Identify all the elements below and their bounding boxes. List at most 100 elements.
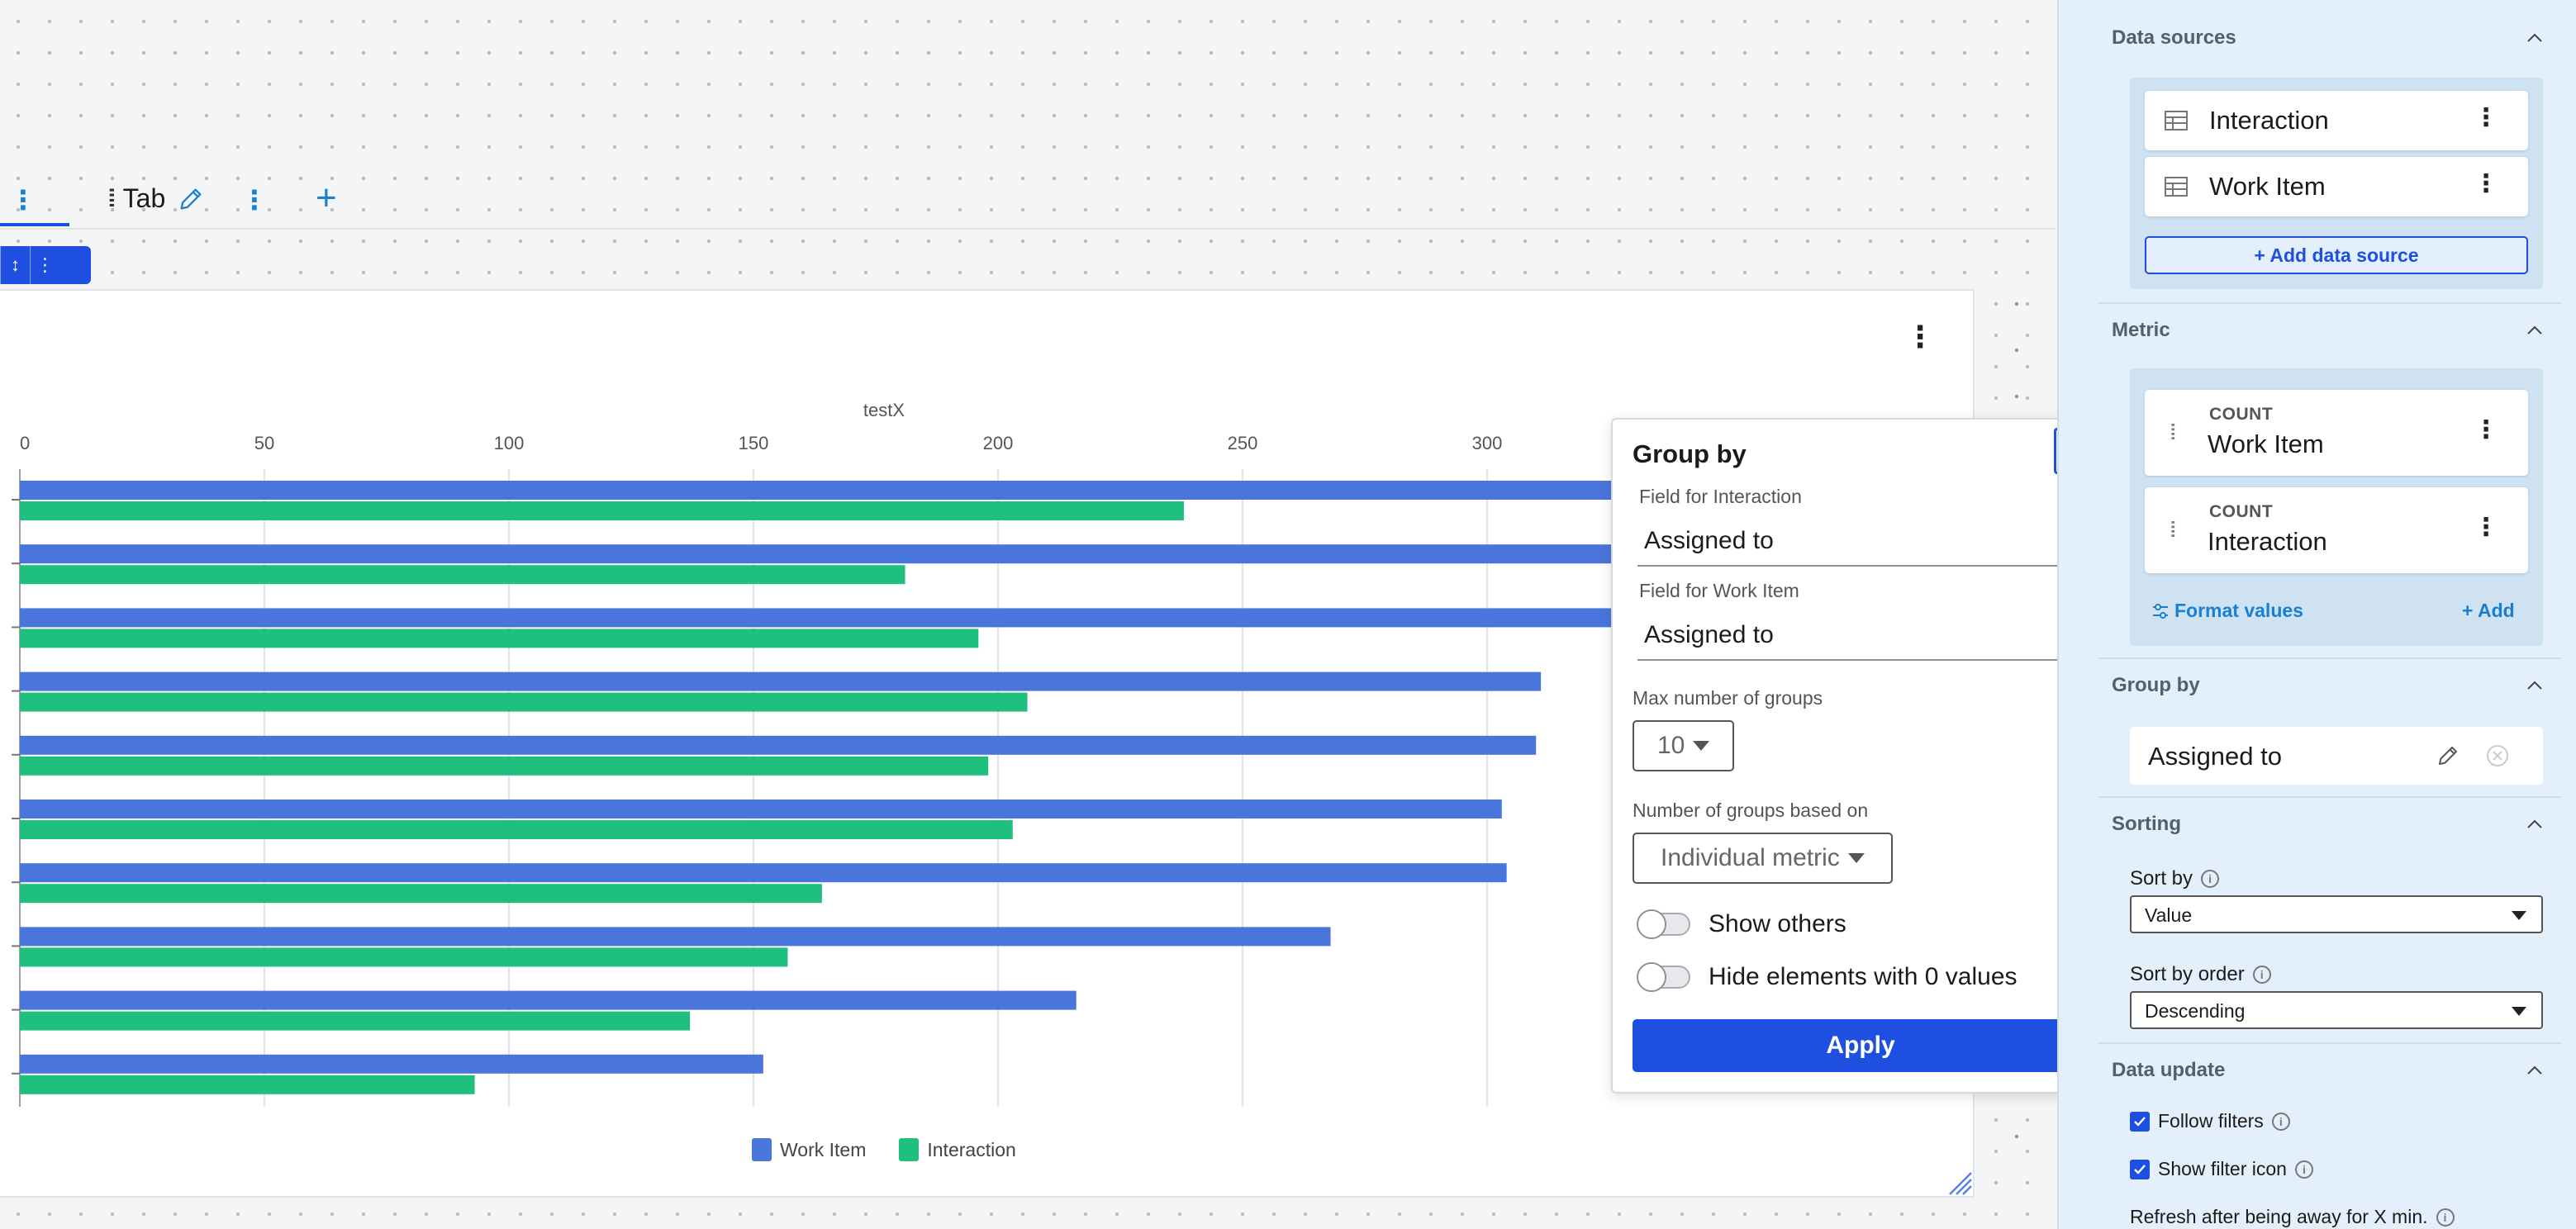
caret-down-icon (1847, 853, 1865, 863)
bar-interaction (20, 820, 1013, 839)
widget-menu-icon[interactable]: ⋮ (30, 246, 59, 284)
data-source-item[interactable]: Work Item ⋮ (2145, 157, 2528, 216)
kebab-icon[interactable]: ⋮ (2474, 104, 2498, 131)
data-update-heading: Data update (2112, 1059, 2226, 1081)
add-tab-icon[interactable]: + (316, 178, 337, 218)
format-values-link[interactable]: Format values (2151, 600, 2303, 622)
bar-work-item (20, 927, 1331, 947)
legend-swatch (899, 1138, 920, 1161)
data-source-item[interactable]: Interaction ⋮ (2145, 91, 2528, 150)
bar-work-item (20, 481, 1619, 500)
bar-interaction (20, 629, 979, 648)
show-filter-icon-row[interactable]: Show filter icon i (2130, 1158, 2313, 1180)
add-metric-link[interactable]: + Add (2462, 600, 2515, 621)
select-value: Assigned to (1644, 527, 1774, 554)
data-source-name: Work Item (2209, 172, 2326, 201)
chevron-up-icon[interactable] (2525, 676, 2545, 695)
bar-interaction (20, 565, 905, 585)
sort-order-select[interactable]: Descending (2130, 991, 2543, 1029)
widget-kebab-icon[interactable]: ⋮ (1905, 320, 1935, 354)
group-by-chip[interactable]: Assigned to (2130, 727, 2543, 785)
bar-work-item (20, 608, 1619, 628)
show-others-toggle[interactable] (1637, 909, 1690, 939)
bar-interaction (20, 692, 1028, 712)
metric-item[interactable]: ⁞⁞ COUNT Interaction ⋮ (2145, 487, 2528, 573)
follow-filters-row[interactable]: Follow filters i (2130, 1110, 2290, 1132)
field-interaction-select[interactable]: Assigned to (1637, 517, 2092, 567)
toggle-label: Show others (1709, 910, 1846, 937)
groups-based-select[interactable]: Individual metric (1633, 833, 1893, 884)
remove-circle-icon[interactable] (2485, 743, 2510, 768)
bar-chart: 0 50 100 150 200 250 300 (12, 433, 1619, 1107)
x-tick-label: 300 (1472, 433, 1503, 453)
drag-handle-icon[interactable]: ⁞⁞ (2170, 517, 2178, 542)
toggle-label: Hide elements with 0 values (1709, 963, 2018, 990)
section-divider (2098, 796, 2561, 798)
kebab-icon[interactable]: ⋮ (2474, 514, 2498, 541)
sort-by-select[interactable]: Value (2130, 895, 2543, 933)
legend-item-interaction[interactable]: Interaction (899, 1138, 1016, 1161)
info-icon[interactable]: i (2252, 966, 2271, 984)
metric-item[interactable]: ⁞⁞ COUNT Work Item ⋮ (2145, 390, 2528, 476)
add-data-source-button[interactable]: + Add data source (2145, 236, 2528, 274)
pencil-icon[interactable] (2436, 743, 2460, 768)
metric-aggregation: COUNT (2209, 405, 2274, 424)
x-tick-label: 250 (1228, 433, 1258, 453)
label-text: Sort by order (2130, 963, 2245, 985)
legend-item-work-item[interactable]: Work Item (752, 1138, 866, 1161)
label-text: Sort by (2130, 867, 2193, 890)
metric-name: Work Item (2208, 429, 2324, 458)
refresh-label: Refresh after being away for X min. (2130, 1206, 2428, 1227)
info-icon[interactable]: i (2201, 870, 2220, 888)
bar-work-item (20, 800, 1502, 819)
drag-handle-icon[interactable]: ⁞⁞ (2170, 420, 2178, 444)
sliders-icon (2153, 603, 2168, 619)
popup-title: Group by (1633, 439, 1747, 468)
info-icon[interactable]: i (2271, 1112, 2290, 1131)
kebab-icon[interactable]: ⋮ (2474, 416, 2498, 444)
chevron-up-icon[interactable] (2525, 814, 2545, 834)
metric-aggregation: COUNT (2209, 502, 2274, 521)
bar-interaction (20, 756, 989, 776)
widget-toolbar: ↕ ⋮ (0, 246, 91, 284)
show-others-row[interactable]: Show others (1637, 909, 1846, 939)
hide-zero-toggle[interactable] (1637, 962, 1690, 992)
chevron-up-icon[interactable] (2525, 320, 2545, 340)
max-groups-select[interactable]: 10 (1633, 720, 1735, 771)
data-source-name: Interaction (2209, 106, 2329, 135)
checkbox-checked[interactable] (2130, 1111, 2150, 1132)
checkbox-label: Show filter icon (2158, 1158, 2287, 1179)
drag-handle-icon[interactable]: ⁞⁞ (107, 184, 116, 212)
apply-button[interactable]: Apply (1633, 1019, 2089, 1072)
groups-based-label: Number of groups based on (1633, 800, 1869, 821)
checkbox-label: Follow filters (2158, 1110, 2264, 1132)
caret-down-icon (1693, 741, 1710, 751)
move-vertical-icon[interactable]: ↕ (0, 246, 30, 284)
bar-interaction (20, 947, 788, 967)
x-tick-label: 0 (20, 433, 30, 453)
caret-down-icon (2512, 911, 2526, 920)
table-icon (2165, 177, 2188, 197)
kebab-icon[interactable]: ⋮ (2474, 170, 2498, 197)
group-by-popup: Group by Field for Interaction Assigned … (1611, 418, 2110, 1094)
x-tick-label: 200 (983, 433, 1014, 453)
caret-down-icon (2512, 1007, 2526, 1016)
metric-name: Interaction (2208, 527, 2327, 556)
first-tab-menu-icon[interactable]: ⋮ (10, 185, 36, 215)
checkbox-checked[interactable] (2130, 1159, 2150, 1179)
resize-handle-icon[interactable] (1943, 1166, 1973, 1196)
section-divider (2098, 1042, 2561, 1044)
info-icon[interactable]: i (2294, 1160, 2313, 1179)
bar-work-item (20, 671, 1542, 691)
hide-zero-row[interactable]: Hide elements with 0 values (1637, 962, 2018, 992)
chevron-up-icon[interactable] (2525, 1061, 2545, 1080)
chevron-up-icon[interactable] (2525, 28, 2545, 48)
field-workitem-select[interactable]: Assigned to (1637, 611, 2092, 661)
select-value: 10 (1657, 732, 1685, 759)
pencil-icon[interactable] (177, 185, 205, 213)
tab-item[interactable]: ⁞⁞ Tab (107, 183, 205, 214)
info-icon[interactable]: i (2436, 1208, 2455, 1227)
x-axis-title: testX (863, 400, 905, 420)
format-values-label: Format values (2174, 600, 2303, 621)
tab-menu-icon[interactable]: ⋮ (241, 185, 268, 215)
